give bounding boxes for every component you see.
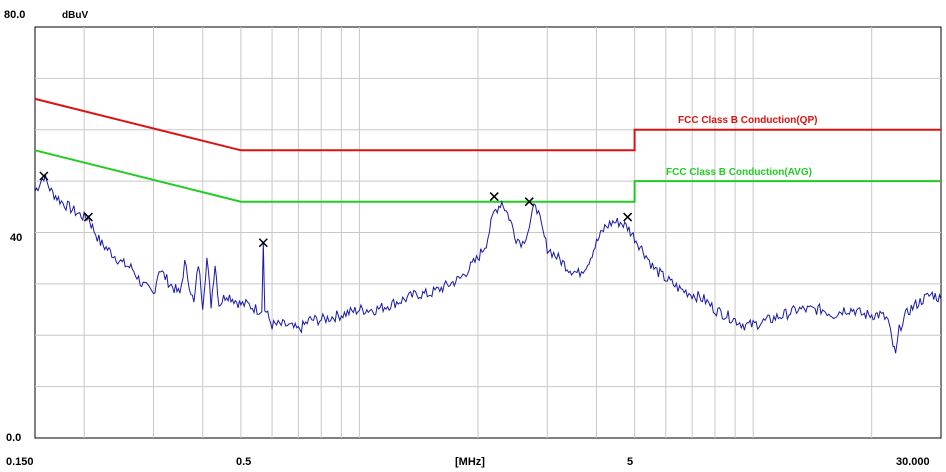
x-tick-30000: 30.000 (896, 456, 930, 468)
y-axis-unit: dBuV (62, 10, 88, 21)
avg-limit-line (34, 149, 941, 203)
x-tick-5: 5 (627, 456, 633, 468)
avg-limit-label: FCC Class B Conduction(AVG) (666, 167, 812, 178)
peak-marker (524, 197, 534, 207)
peak-marker (83, 212, 93, 222)
measurement-trace (34, 174, 942, 354)
qp-limit-label: FCC Class B Conduction(QP) (678, 115, 817, 126)
measurement-line (34, 174, 942, 354)
limit-lines (34, 97, 941, 203)
x-axis-unit: [MHz] (455, 456, 485, 468)
peak-marker (623, 212, 633, 222)
qp-limit-line (34, 97, 941, 152)
x-tick-05: 0.5 (236, 456, 251, 468)
y-tick-80: 80.0 (4, 9, 25, 21)
peak-marker (258, 238, 268, 248)
y-tick-0: 0.0 (6, 432, 21, 444)
peak-marker (489, 192, 499, 202)
x-tick-0150: 0.150 (6, 456, 34, 468)
peak-markers (39, 171, 633, 248)
y-tick-40: 40 (10, 232, 22, 244)
peak-marker (39, 171, 49, 181)
